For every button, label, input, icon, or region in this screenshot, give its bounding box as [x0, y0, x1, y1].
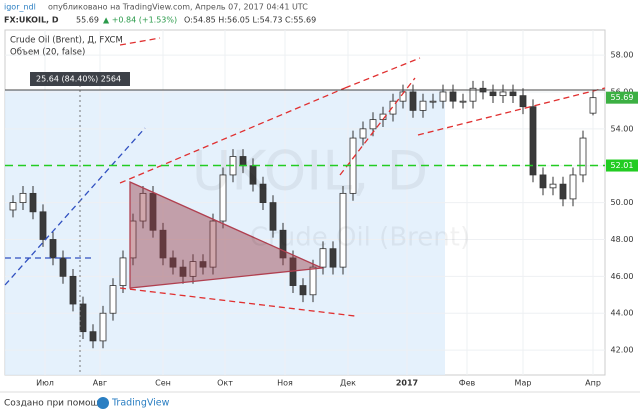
x-tick-label: Июл: [36, 379, 54, 388]
measure-box: [30, 72, 130, 86]
author[interactable]: igor_ndl: [4, 3, 36, 12]
x-tick-label: Авг: [93, 379, 107, 388]
candle-body: [529, 106, 537, 176]
candle-body: [209, 220, 217, 268]
candle-body: [19, 192, 27, 203]
candle-body: [139, 192, 147, 222]
trendline: [417, 87, 606, 136]
candle-body: [389, 100, 397, 115]
candle-body: [459, 100, 467, 103]
candle-body: [339, 192, 347, 268]
x-tick-label: Ноя: [277, 379, 293, 388]
y-tick-label: 50.00: [611, 198, 634, 207]
candle-body: [439, 91, 447, 102]
y-tick-label: 46.00: [611, 272, 634, 281]
trendline: [344, 57, 421, 89]
candle-body: [309, 266, 317, 296]
brand[interactable]: TradingView: [111, 398, 170, 409]
candle-body: [169, 257, 177, 268]
x-tick-label: Дек: [340, 379, 356, 388]
candle-body: [259, 183, 267, 203]
last-price-box: [606, 91, 638, 104]
watermark: UKOIL, D: [192, 140, 428, 203]
candle-body: [549, 183, 557, 189]
x-tick-label: Мар: [515, 379, 532, 388]
candle-body: [39, 211, 47, 240]
candle-body: [409, 91, 417, 111]
symbol: FX:UKOIL, D: [4, 16, 59, 25]
level-label: 52.01: [611, 161, 634, 170]
candle-body: [299, 285, 307, 296]
candle-body: [79, 303, 87, 333]
y-tick-label: 42.00: [611, 346, 634, 355]
candle-body: [199, 261, 207, 268]
level-box: [606, 159, 638, 172]
trendline: [339, 77, 416, 176]
candle-body: [159, 229, 167, 259]
x-tick-label: Сен: [155, 379, 171, 388]
triangle: [129, 180, 325, 289]
y-tick-label: 58.00: [611, 51, 634, 60]
legend-indicator: Объем (20, false): [10, 48, 85, 58]
candle-body: [49, 239, 57, 259]
x-tick-label: Фев: [459, 379, 476, 388]
last-price-label: 55.69: [611, 93, 634, 102]
candle-body: [69, 275, 77, 305]
candle-body: [419, 100, 427, 111]
candle-body: [179, 266, 187, 277]
ohlc: O:54.85 H:56.05 L:54.73 C:55.69: [184, 16, 316, 25]
price: 55.69: [76, 16, 99, 25]
candle-body: [59, 257, 67, 277]
y-tick-label: 48.00: [611, 235, 634, 244]
candle-body: [219, 174, 227, 222]
candle-body: [89, 331, 97, 342]
candle-body: [589, 97, 597, 114]
published: опубликовано на TradingView.com, Апрель …: [48, 3, 308, 12]
candle-body: [29, 192, 37, 213]
candle-body: [189, 261, 197, 277]
legend-series: Crude Oil (Brent), Д, FXCM: [10, 36, 123, 46]
measure-label: 25.64 (84.40%) 2564: [36, 75, 121, 84]
trendline: [119, 37, 161, 46]
candle-body: [279, 229, 287, 259]
candle-body: [369, 119, 377, 130]
trendline: [4, 127, 146, 286]
watermark: Crude Oil (Brent): [250, 223, 470, 253]
candle-body: [9, 202, 17, 211]
candle-body: [559, 183, 567, 200]
candle-body: [399, 91, 407, 102]
candle-body: [509, 91, 517, 97]
candle-body: [489, 91, 497, 97]
trendline: [119, 87, 346, 184]
y-tick-label: 44.00: [611, 309, 634, 318]
y-tick-label: 54.00: [611, 124, 634, 133]
series-layer: [9, 80, 597, 349]
candle-body: [429, 100, 437, 103]
candle-body: [569, 174, 577, 200]
drawings: [4, 37, 606, 375]
candle-body: [109, 285, 117, 314]
candle-body: [319, 248, 327, 268]
x-tick-label: 2017: [396, 379, 418, 388]
candle-body: [519, 95, 527, 108]
x-tick-label: Апр: [585, 379, 601, 388]
change: ▲ +0.84 (+1.53%): [103, 16, 177, 25]
candle-body: [119, 257, 127, 286]
footer-text: Создано при помощи: [4, 399, 105, 409]
candle-body: [579, 137, 587, 176]
candle-body: [329, 248, 337, 268]
candle-body: [449, 91, 457, 102]
candle-body: [99, 312, 107, 342]
x-tick-label: Окт: [217, 379, 233, 388]
candle-body: [269, 202, 277, 231]
candle-body: [469, 87, 477, 102]
candle-body: [499, 91, 507, 97]
candle-body: [149, 192, 157, 231]
candle-body: [539, 174, 547, 189]
brand-logo: [97, 397, 109, 409]
candle-body: [359, 128, 367, 139]
